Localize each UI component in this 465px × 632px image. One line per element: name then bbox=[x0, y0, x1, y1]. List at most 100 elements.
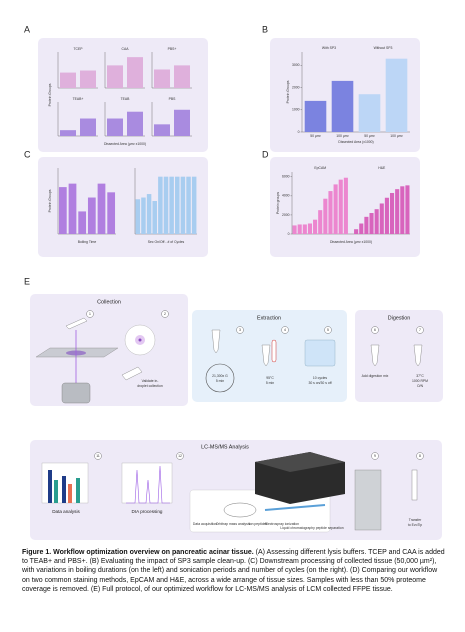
bar bbox=[107, 65, 123, 88]
y-axis-label: Protein Groups bbox=[48, 83, 52, 106]
bar bbox=[384, 197, 389, 234]
bar bbox=[127, 57, 143, 88]
y-tick-label: 3000 bbox=[292, 63, 300, 67]
panel-label: B bbox=[262, 24, 268, 34]
bar bbox=[58, 187, 67, 234]
bar bbox=[107, 192, 116, 234]
note: 5 min bbox=[216, 379, 224, 383]
panel-label: A bbox=[24, 24, 30, 34]
charts: TCEP Protein Groups CAA PBS+ TEAB+ TEAB Dissec… bbox=[48, 46, 410, 244]
figure: A B C D E Collection 1 2 Validate in- dr… bbox=[24, 24, 443, 540]
note: 5 min bbox=[266, 381, 274, 385]
chart-title: CAA bbox=[122, 47, 130, 51]
bar bbox=[154, 124, 170, 136]
step-label: to EvoTip bbox=[408, 523, 422, 527]
x-tick-label: 100 µm² bbox=[336, 134, 349, 138]
bar bbox=[395, 189, 400, 234]
x-axis-label: Sec On/Off - # of Cycles bbox=[148, 240, 185, 244]
step-number: 9 bbox=[374, 454, 376, 458]
lcms-box: LC-MS/MS Analysis 11 12 9 8 Data analysi… bbox=[30, 440, 442, 540]
step-label: DIA processing bbox=[132, 509, 163, 514]
bar bbox=[304, 100, 327, 132]
y-tick-label: 4000 bbox=[282, 194, 290, 198]
bar bbox=[180, 176, 186, 234]
note: 30 s on/30 s off bbox=[308, 381, 331, 385]
step-number: 8 bbox=[419, 454, 421, 458]
box-title: Collection bbox=[97, 299, 121, 305]
note: 1000 RPM bbox=[412, 379, 428, 383]
bar bbox=[328, 191, 333, 234]
panel-label: C bbox=[24, 149, 31, 159]
y-tick-label: 2000 bbox=[292, 85, 300, 89]
bar bbox=[385, 58, 408, 132]
bar bbox=[359, 223, 364, 234]
chart-title: TCEP bbox=[73, 47, 83, 51]
x-axis-label: Boiling Time bbox=[78, 240, 97, 244]
bar bbox=[127, 111, 143, 136]
collection-box: Collection 1 2 Validate in- droplet coll… bbox=[30, 294, 188, 406]
note: 37°C bbox=[416, 374, 424, 378]
step-number: 2 bbox=[164, 312, 166, 316]
bar bbox=[60, 72, 76, 88]
flow-label: Orbitrap mass analysis bbox=[216, 522, 251, 526]
bar bbox=[333, 184, 338, 234]
step-number: 1 bbox=[89, 312, 91, 316]
bar bbox=[97, 183, 106, 234]
y-axis-label: Protein Groups bbox=[286, 80, 290, 103]
x-axis-label: Dissected Area (µm² x1000) bbox=[104, 142, 146, 146]
step-number: 5 bbox=[327, 328, 329, 332]
bar bbox=[78, 211, 87, 234]
note: Add digestion mix bbox=[362, 374, 389, 378]
bar bbox=[358, 94, 381, 132]
note: O/N bbox=[417, 384, 424, 388]
bar bbox=[369, 213, 374, 234]
y-tick-label: 0 bbox=[298, 130, 300, 134]
flow-label: Electrospray ionization bbox=[265, 522, 299, 526]
bar bbox=[169, 176, 174, 234]
bar bbox=[297, 224, 302, 234]
bar bbox=[389, 192, 395, 234]
x-tick-label: 50 µm² bbox=[310, 134, 321, 138]
flow-label: Liquid chromatography peptide separation bbox=[280, 526, 343, 530]
step-number: 11 bbox=[96, 454, 100, 458]
x-axis-label: Dissected Area (µm² x1000) bbox=[330, 240, 372, 244]
note: 95°C bbox=[266, 376, 274, 380]
extraction-box: Extraction 3 4 5 21,300x G 5 min 95°C 5 … bbox=[192, 310, 347, 402]
bar bbox=[80, 118, 96, 136]
step-number: 3 bbox=[239, 328, 241, 332]
step-number: 6 bbox=[374, 328, 376, 332]
bar bbox=[60, 130, 76, 136]
chart-title: TEAB+ bbox=[73, 97, 84, 101]
note: 10 cycles bbox=[313, 376, 327, 380]
bar bbox=[302, 224, 307, 234]
step-number: 7 bbox=[419, 328, 421, 332]
bar bbox=[186, 176, 191, 234]
note: Validate in- bbox=[142, 379, 159, 383]
bar bbox=[141, 197, 146, 234]
caption-title: Figure 1. Workflow optimization overview… bbox=[22, 549, 254, 556]
bar bbox=[80, 70, 96, 88]
x-tick-label: 50 µm² bbox=[364, 134, 375, 138]
box-title: Extraction bbox=[257, 315, 281, 321]
bar bbox=[87, 197, 96, 234]
step-number: 12 bbox=[178, 454, 182, 458]
bar bbox=[175, 176, 180, 234]
y-tick-label: 1000 bbox=[292, 108, 300, 112]
step-label: Transfer bbox=[409, 518, 422, 522]
flow-label: Ion peptides bbox=[249, 522, 268, 526]
panel-label: D bbox=[262, 149, 269, 159]
bar bbox=[191, 176, 197, 234]
bar bbox=[379, 203, 384, 234]
y-tick-label: 6000 bbox=[282, 175, 290, 179]
bar bbox=[158, 176, 163, 234]
y-tick-label: 0 bbox=[288, 232, 290, 236]
bar bbox=[107, 118, 123, 136]
bar bbox=[323, 198, 328, 234]
bar bbox=[154, 69, 170, 88]
bar bbox=[338, 179, 343, 234]
bar bbox=[146, 194, 152, 234]
bar bbox=[374, 209, 379, 234]
bar bbox=[364, 216, 369, 234]
panel-label: E bbox=[24, 276, 30, 286]
